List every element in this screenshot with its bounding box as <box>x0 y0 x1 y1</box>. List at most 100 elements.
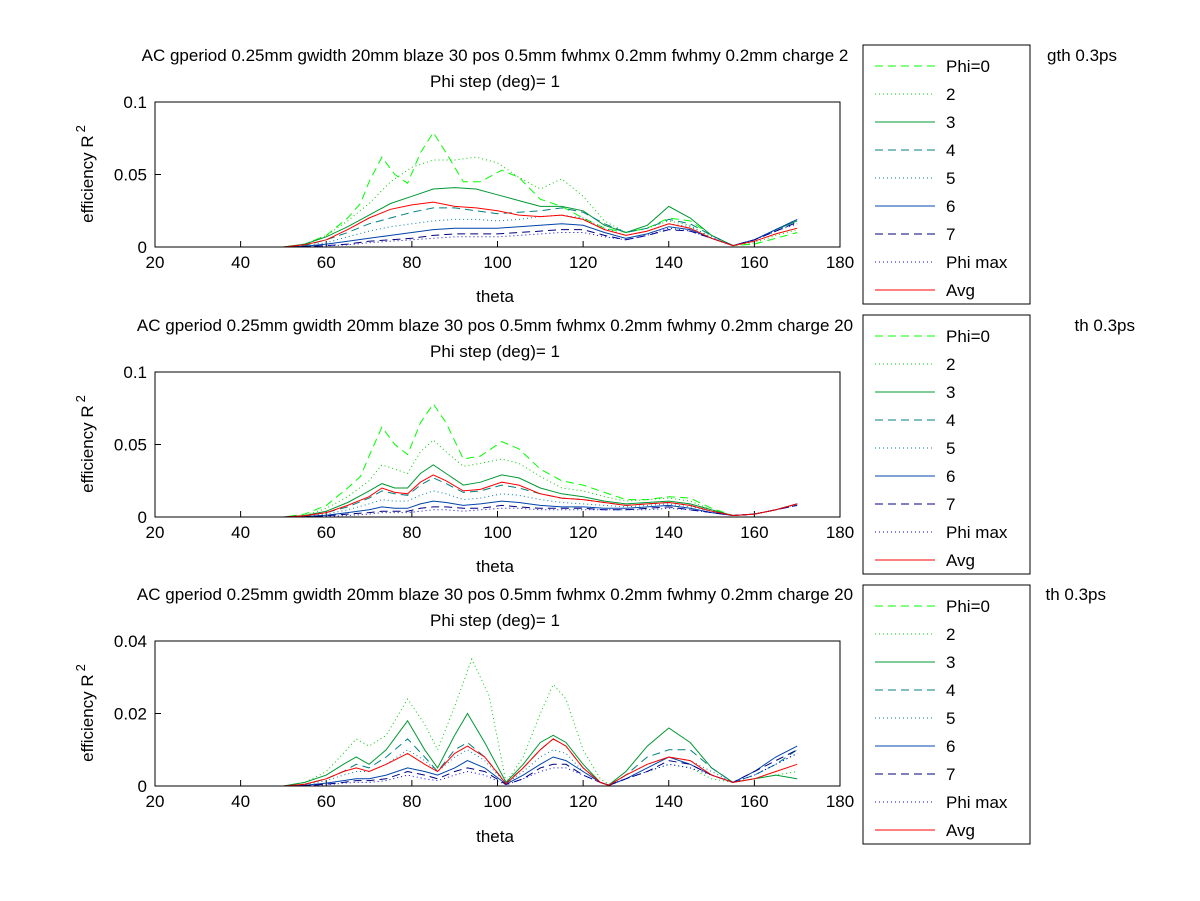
y-tick-label: 0.1 <box>123 93 147 112</box>
x-tick-label: 80 <box>402 523 421 542</box>
x-tick-label: 40 <box>231 253 250 272</box>
x-tick-label: 20 <box>146 792 165 811</box>
legend-label: 4 <box>946 411 955 430</box>
subplot-1-title: AC gperiod 0.25mm gwidth 20mm blaze 30 p… <box>142 46 849 65</box>
subplot-2-legend: Phi=0 2 3 4 5 6 7 Phi max Avg <box>862 314 1031 575</box>
series-line-8 <box>197 504 798 518</box>
y-tick-label: 0 <box>138 777 147 796</box>
series-line-9 <box>197 474 798 518</box>
subplot-3-axes <box>154 640 841 787</box>
x-tick-label: 60 <box>317 792 336 811</box>
subplot-1-axes <box>154 101 841 248</box>
y-tick-label: 0.05 <box>114 436 147 455</box>
y-tick-label: 0.04 <box>114 632 147 651</box>
series-line-8 <box>197 752 798 787</box>
x-tick-label: 60 <box>317 523 336 542</box>
x-tick-label: 80 <box>402 792 421 811</box>
subplot-3-title-tail: th 0.3ps <box>1046 585 1107 604</box>
x-tick-label: 140 <box>655 792 683 811</box>
subplot-2-subtitle: Phi step (deg)= 1 <box>430 342 560 361</box>
legend-label: 5 <box>946 439 955 458</box>
x-tick-label: 40 <box>231 792 250 811</box>
x-tick-label: 160 <box>740 792 768 811</box>
legend-label: 5 <box>946 709 955 728</box>
x-tick-label: 40 <box>231 523 250 542</box>
legend-label: Avg <box>946 821 975 840</box>
x-tick-label: 120 <box>569 792 597 811</box>
legend-label: 2 <box>946 355 955 374</box>
x-tick-label: 120 <box>569 253 597 272</box>
legend-label: 3 <box>946 383 955 402</box>
x-tick-label: 20 <box>146 253 165 272</box>
subplot-3-xlabel: theta <box>476 827 514 846</box>
subplot-1: AC gperiod 0.25mm gwidth 20mm blaze 30 p… <box>73 46 1117 306</box>
legend-label: Avg <box>946 551 975 570</box>
series-line-3 <box>197 187 798 248</box>
subplot-3-subtitle: Phi step (deg)= 1 <box>430 611 560 630</box>
x-tick-label: 20 <box>146 523 165 542</box>
legend-box <box>862 584 1031 845</box>
legend-box <box>862 44 1031 305</box>
subplot-1-legend: Phi=0 2 3 4 5 6 7 Phi max Avg <box>862 44 1031 305</box>
subplot-2-title-tail: th 0.3ps <box>1075 316 1136 335</box>
subplot-1-ylabel: efficiency R2 <box>73 125 97 223</box>
x-tick-label: 120 <box>569 523 597 542</box>
x-tick-label: 60 <box>317 253 336 272</box>
legend-label: Phi max <box>946 253 1008 272</box>
y-tick-label: 0.02 <box>114 705 147 724</box>
legend-label: Phi max <box>946 793 1008 812</box>
x-tick-label: 180 <box>826 792 854 811</box>
legend-label: 2 <box>946 625 955 644</box>
x-tick-label: 160 <box>740 253 768 272</box>
legend-label: 7 <box>946 765 955 784</box>
legend-label: 4 <box>946 141 955 160</box>
legend-label: Phi=0 <box>946 57 990 76</box>
series-line-9 <box>197 738 798 787</box>
subplot-2-title: AC gperiod 0.25mm gwidth 20mm blaze 30 p… <box>137 316 853 335</box>
legend-label: 2 <box>946 85 955 104</box>
series-line-6 <box>197 745 798 787</box>
legend-label: 6 <box>946 467 955 486</box>
series-line-4 <box>197 477 798 518</box>
legend-label: 3 <box>946 113 955 132</box>
x-tick-label: 140 <box>655 253 683 272</box>
x-tick-label: 100 <box>483 253 511 272</box>
series-line-1 <box>197 403 798 518</box>
x-tick-label: 180 <box>826 253 854 272</box>
legend-label: 7 <box>946 495 955 514</box>
series-line-2 <box>197 156 798 248</box>
series-line-3 <box>197 712 798 787</box>
subplot-2: AC gperiod 0.25mm gwidth 20mm blaze 30 p… <box>73 316 1135 576</box>
series-line-5 <box>197 749 798 787</box>
series-line-8 <box>197 223 798 248</box>
legend-label: Phi=0 <box>946 327 990 346</box>
series-line-5 <box>197 214 798 248</box>
series-line-4 <box>197 207 798 248</box>
x-tick-label: 80 <box>402 253 421 272</box>
legend-label: 3 <box>946 653 955 672</box>
x-tick-label: 180 <box>826 523 854 542</box>
subplot-2-xlabel: theta <box>476 557 514 576</box>
series-line-3 <box>197 464 798 518</box>
y-tick-label: 0 <box>138 238 147 257</box>
legend-label: 6 <box>946 197 955 216</box>
subplot-3-legend: Phi=0 2 3 4 5 6 7 Phi max Avg <box>862 584 1031 845</box>
subplot-1-title-tail: gth 0.3ps <box>1047 46 1117 65</box>
subplot-2-ylabel: efficiency R2 <box>73 395 97 493</box>
series-line-7 <box>197 749 798 787</box>
x-tick-label: 140 <box>655 523 683 542</box>
legend-box <box>862 314 1031 575</box>
legend-label: Phi max <box>946 523 1008 542</box>
legend-label: 7 <box>946 225 955 244</box>
series-line-1 <box>197 131 798 248</box>
y-tick-label: 0 <box>138 508 147 527</box>
y-tick-label: 0.05 <box>114 166 147 185</box>
x-tick-label: 100 <box>483 523 511 542</box>
subplot-3: AC gperiod 0.25mm gwidth 20mm blaze 30 p… <box>73 585 1106 846</box>
legend-label: 5 <box>946 169 955 188</box>
subplot-1-subtitle: Phi step (deg)= 1 <box>430 72 560 91</box>
legend-label: 6 <box>946 737 955 756</box>
series-line-9 <box>197 201 798 248</box>
x-tick-label: 160 <box>740 523 768 542</box>
